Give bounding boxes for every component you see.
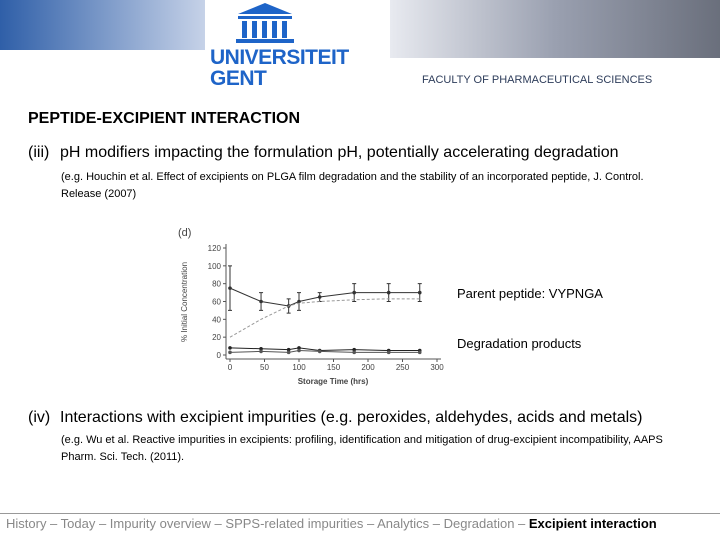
bullet: (iv) Interactions with excipient impurit… (28, 408, 668, 466)
point (259, 346, 263, 351)
point (386, 290, 391, 295)
bullet-text: pH modifiers impacting the formulation p… (60, 144, 619, 161)
bullet-text: Interactions with excipient impurities (… (60, 409, 643, 426)
faculty: FACULTY OF PHARMACEUTICAL SCIENCES (422, 74, 653, 86)
point (297, 348, 301, 353)
footer-current: Excipient interaction (528, 516, 657, 531)
x-tick-label: 0 (228, 363, 233, 372)
header-graphics (0, 0, 720, 58)
x-tick-label: 150 (327, 363, 341, 372)
annotation: Parent peptide: VYPNGA (457, 286, 603, 301)
x-tick-label: 300 (430, 363, 444, 372)
y-tick-label: 60 (212, 298, 221, 307)
footer: History – Today – Impurity overview – SP… (6, 516, 657, 531)
logo-text: GENT (210, 67, 267, 90)
x-tick-label: 250 (396, 363, 410, 372)
bullet: (iii) pH modifiers impacting the formula… (28, 143, 668, 203)
series-line (229, 298, 420, 338)
point (286, 350, 291, 355)
y-tick-label: 120 (208, 244, 222, 253)
point (352, 347, 356, 352)
series-line (229, 350, 420, 353)
point (417, 290, 422, 295)
point (352, 350, 356, 355)
footer-trail: History – Today – Impurity overview – SP… (6, 516, 529, 531)
y-tick-label: 0 (217, 351, 222, 360)
logo-text: UNIVERSITEIT (210, 46, 349, 69)
series-line (229, 287, 420, 307)
y-tick-label: 80 (212, 280, 221, 289)
bullet-label: (iii) (28, 144, 50, 161)
point (297, 346, 301, 350)
point (386, 350, 391, 355)
bullet-label: (iv) (28, 409, 51, 426)
point (228, 346, 232, 350)
footer-rule (0, 513, 720, 514)
annotation: Degradation products (457, 336, 582, 351)
point (228, 286, 232, 290)
point (228, 350, 232, 355)
x-tick-label: 50 (260, 363, 269, 372)
y-tick-label: 20 (212, 333, 221, 342)
reference: (e.g. Houchin et al. Effect of excipient… (61, 171, 644, 200)
x-tick-label: 200 (361, 363, 375, 372)
point (317, 349, 322, 354)
point (417, 350, 422, 355)
reference: (e.g. Wu et al. Reactive impurities in e… (61, 434, 663, 463)
y-axis-label: % Initial Concentration (180, 262, 189, 342)
point (297, 299, 301, 304)
point (286, 347, 291, 352)
y-tick-label: 40 (212, 315, 221, 324)
chart: (d) % Initial Concentration Storage Time… (178, 227, 444, 386)
panel-label: (d) (178, 227, 191, 239)
point (259, 299, 263, 304)
x-tick-label: 100 (292, 363, 306, 372)
point (352, 290, 356, 295)
y-tick-label: 100 (208, 262, 222, 271)
x-axis-label: Storage Time (hrs) (298, 377, 369, 386)
series-line (229, 347, 420, 352)
point (259, 349, 263, 354)
slide-title: PEPTIDE-EXCIPIENT INTERACTION (28, 110, 301, 127)
point (317, 295, 322, 299)
